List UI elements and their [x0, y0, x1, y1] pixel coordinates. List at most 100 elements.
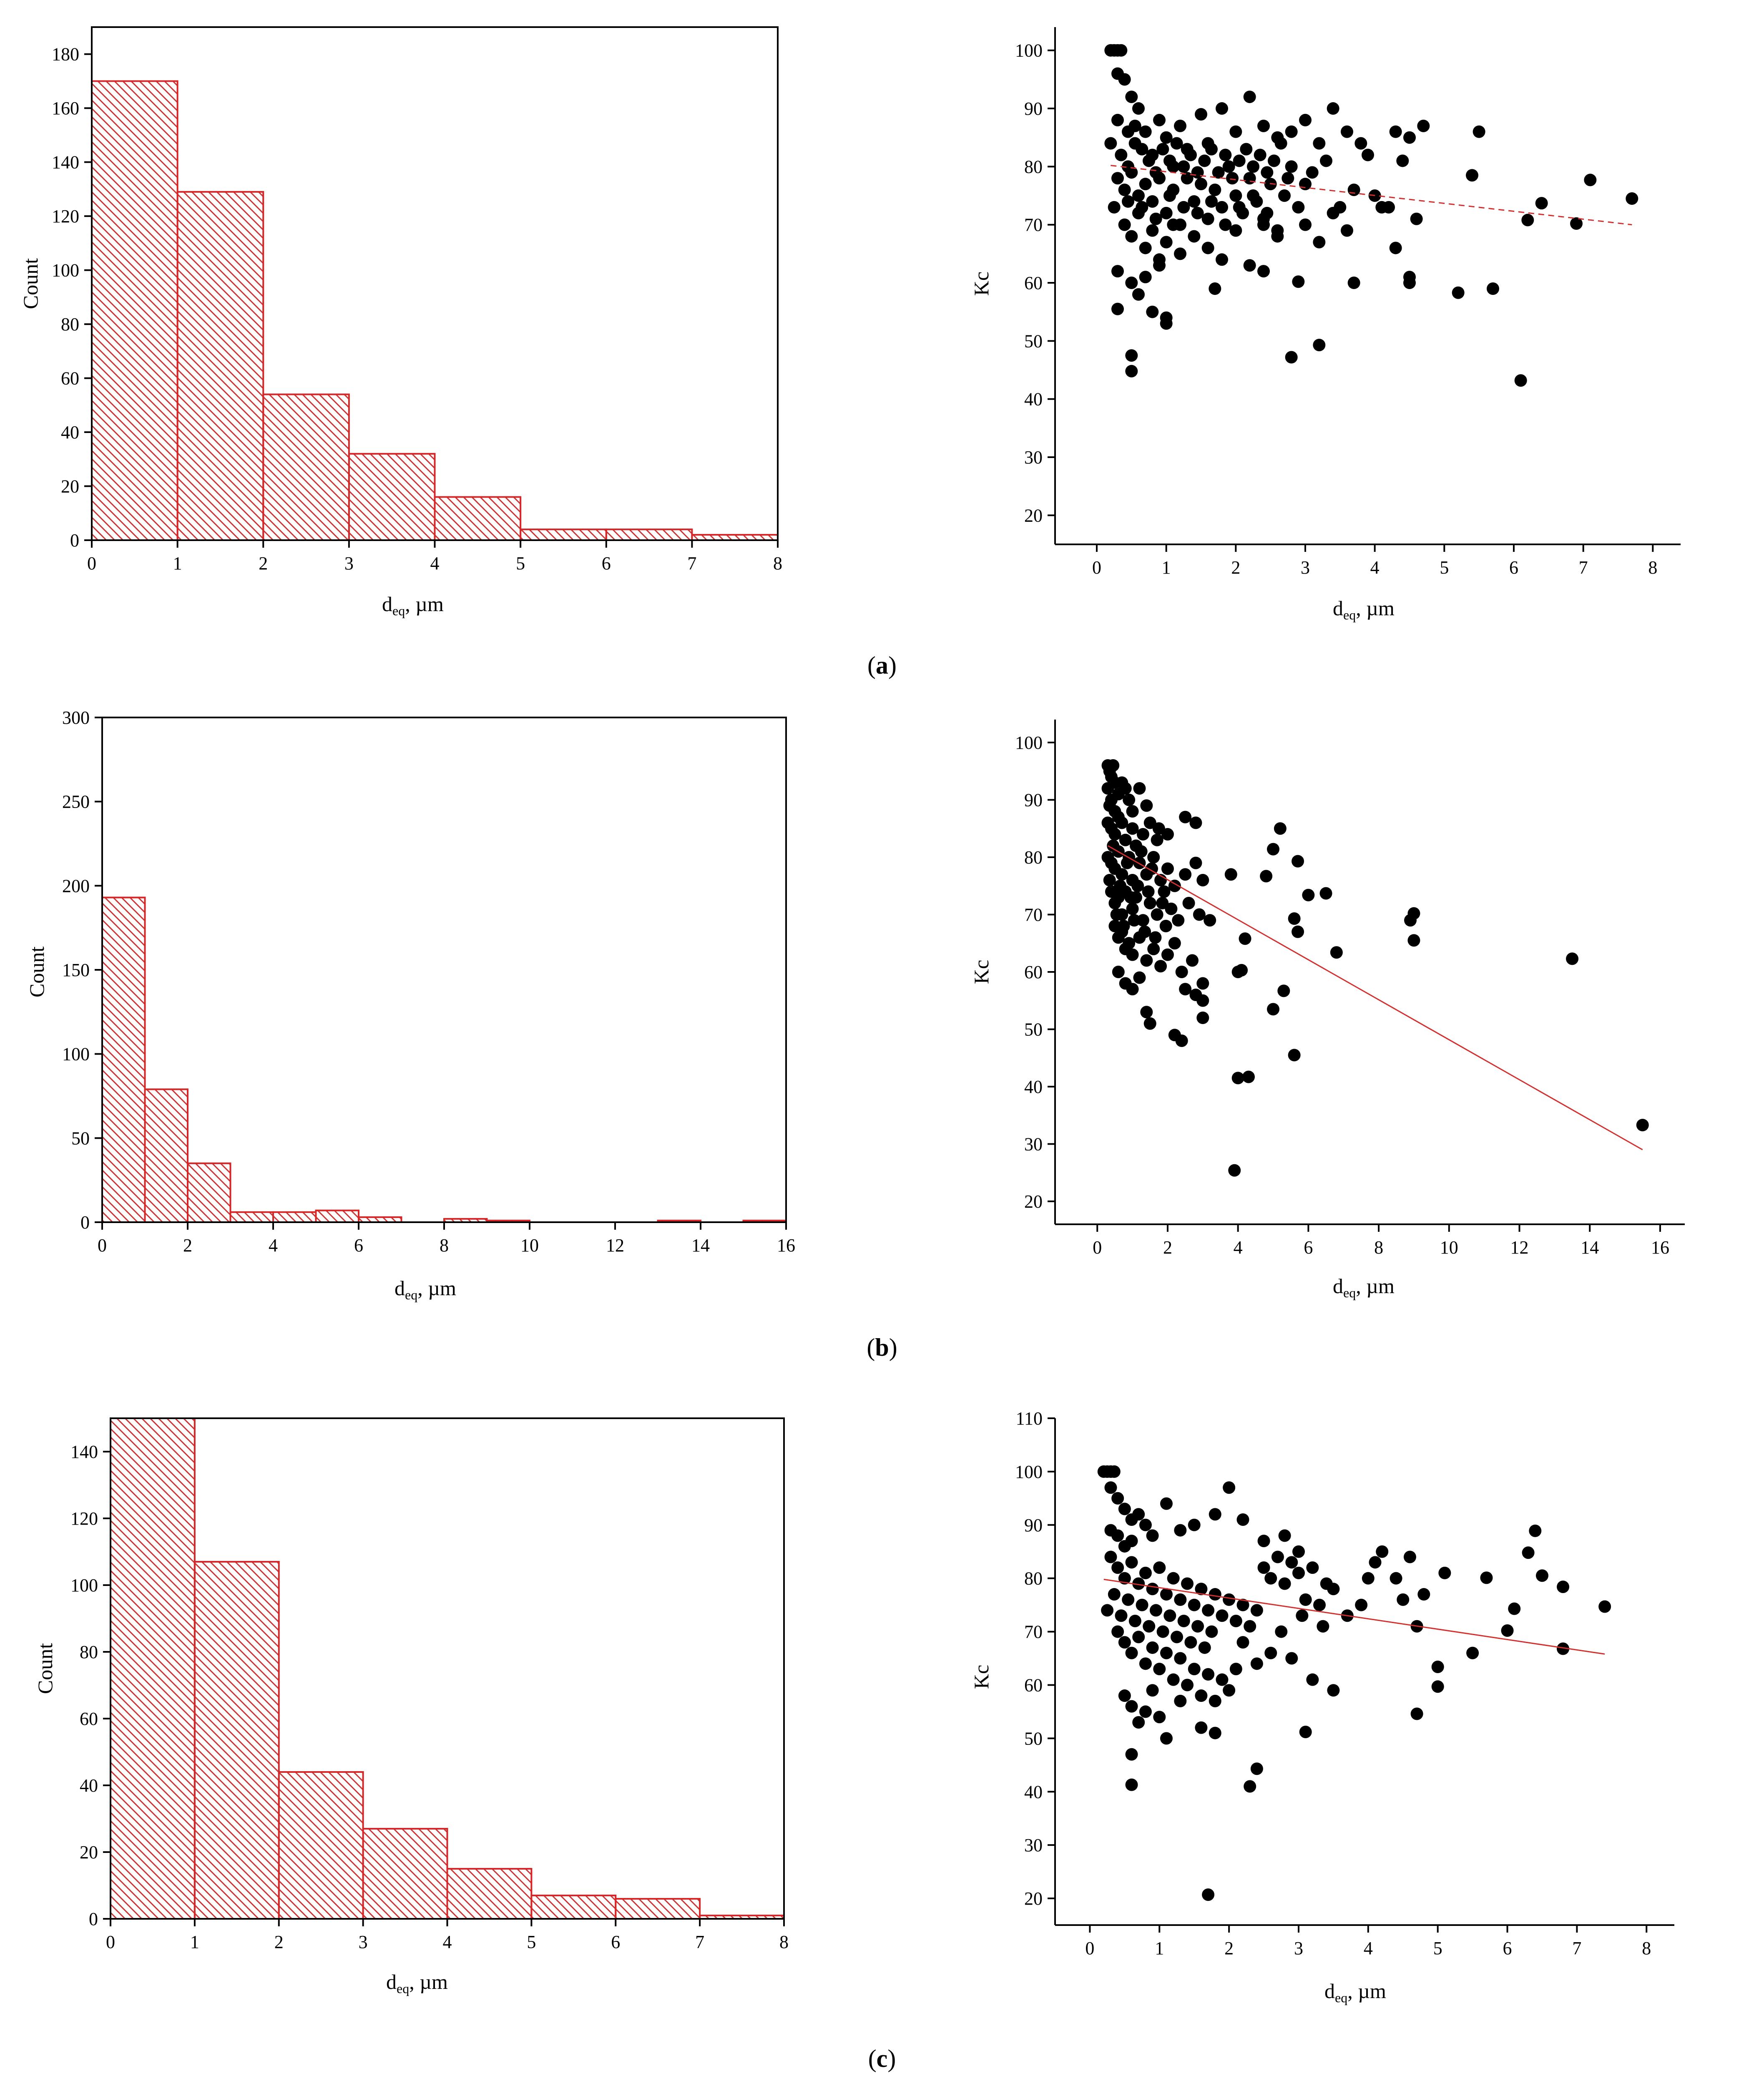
- histogram-b-x-tick-label: 12: [606, 1235, 624, 1256]
- scatter-c-point: [1163, 1609, 1176, 1622]
- scatter-c-point: [1153, 1663, 1166, 1676]
- histogram-b-frame: [101, 717, 787, 1223]
- scatter-b-x-tick-label: 12: [1510, 1237, 1529, 1258]
- scatter-a-point: [1160, 131, 1173, 144]
- histogram-c-x-tick-label: 0: [106, 1932, 115, 1952]
- scatter-c-x-tick-label: 8: [1642, 1938, 1651, 1958]
- scatter-c-x-tick-label: 2: [1224, 1938, 1234, 1958]
- histogram-a-x-tick-label: 3: [344, 553, 354, 574]
- histogram-b-x-tick-label: 4: [269, 1235, 278, 1256]
- scatter-c-y-tick-label: 110: [1016, 1408, 1043, 1429]
- scatter-c-point: [1125, 1748, 1138, 1761]
- scatter-b-y-tick-label: 70: [1024, 905, 1043, 925]
- scatter-a-point: [1125, 365, 1138, 378]
- scatter-c-point: [1132, 1508, 1145, 1521]
- scatter-c-point: [1195, 1689, 1208, 1702]
- scatter-a-point: [1261, 206, 1274, 219]
- scatter-a-ylabel: Kc: [970, 272, 993, 296]
- scatter-c-point: [1146, 1529, 1159, 1542]
- scatter-c-point: [1184, 1636, 1197, 1649]
- histogram-c-x-tick-label: 6: [611, 1932, 620, 1952]
- scatter-c-point: [1181, 1577, 1194, 1590]
- scatter-b-xlabel: deq, µm: [1333, 1274, 1395, 1300]
- histogram-b-bar: [101, 896, 146, 1223]
- scatter-b-point: [1158, 885, 1171, 898]
- scatter-b-point: [1133, 971, 1146, 984]
- scatter-a-point: [1313, 339, 1326, 352]
- scatter-a-point: [1125, 349, 1138, 362]
- scatter-c-point: [1188, 1518, 1201, 1531]
- scatter-c-point: [1264, 1646, 1277, 1659]
- scatter-a-point: [1118, 184, 1131, 196]
- scatter-a-point: [1313, 236, 1326, 249]
- scatter-c-point: [1285, 1556, 1298, 1569]
- scatter-c-x-tick-label: 0: [1085, 1938, 1094, 1958]
- scatter-a-point: [1243, 172, 1256, 185]
- scatter-a-point: [1229, 125, 1242, 138]
- histogram-a-y-tick-label: 20: [61, 476, 79, 497]
- histogram-c-y-tick-label: 20: [80, 1842, 98, 1863]
- scatter-c-point: [1101, 1604, 1114, 1617]
- scatter-c-point: [1125, 1535, 1138, 1548]
- histogram-c-y-tick-label: 80: [80, 1642, 98, 1662]
- scatter-a-point: [1389, 125, 1402, 138]
- scatter-a-point: [1149, 166, 1162, 179]
- scatter-a-point: [1257, 265, 1270, 278]
- scatter-c-point: [1535, 1569, 1548, 1582]
- scatter-c-y-tick-label: 50: [1024, 1728, 1043, 1749]
- scatter-a-point: [1403, 277, 1416, 289]
- scatter-c-x-tick-label: 3: [1294, 1938, 1303, 1958]
- scatter-a-point: [1149, 212, 1162, 225]
- scatter-a-point: [1292, 201, 1305, 214]
- scatter-a-point: [1226, 172, 1239, 185]
- scatter-c-point: [1598, 1600, 1611, 1613]
- scatter-a-point: [1146, 305, 1159, 318]
- scatter-c-point: [1125, 1700, 1138, 1713]
- scatter-c-point: [1125, 1778, 1138, 1791]
- scatter-c-trend-line: [1103, 1578, 1605, 1655]
- scatter-a-point: [1285, 160, 1298, 173]
- scatter-c-point: [1355, 1598, 1368, 1611]
- panel-caption-c: (c): [868, 2045, 896, 2072]
- scatter-b-point: [1116, 816, 1128, 829]
- histogram-a-bar: [91, 80, 178, 541]
- scatter-b-point: [1196, 994, 1209, 1007]
- scatter-a-point: [1125, 277, 1138, 289]
- scatter-b-x-tick-label: 16: [1651, 1237, 1669, 1258]
- scatter-c-point: [1223, 1593, 1236, 1606]
- scatter-a-point: [1584, 174, 1597, 186]
- scatter-a-point: [1278, 189, 1291, 202]
- histogram-a-x-tick-label: 0: [87, 553, 96, 574]
- scatter-b-point: [1143, 897, 1156, 909]
- scatter-a-point: [1229, 224, 1242, 237]
- scatter-a-point: [1198, 154, 1211, 167]
- scatter-b-point: [1172, 914, 1185, 927]
- scatter-a-point: [1299, 113, 1312, 126]
- scatter-a-x-tick-label: 6: [1509, 557, 1518, 578]
- scatter-c-point: [1362, 1572, 1375, 1585]
- scatter-b-point: [1103, 874, 1116, 886]
- scatter-c-point: [1209, 1727, 1221, 1739]
- scatter-a-y-tick-label: 50: [1024, 331, 1043, 351]
- scatter-a-point: [1299, 218, 1312, 231]
- scatter-a-point: [1177, 160, 1190, 173]
- scatter-a-point: [1205, 143, 1218, 156]
- histogram-b-x-tick-label: 6: [354, 1235, 363, 1256]
- scatter-c-point: [1132, 1716, 1145, 1729]
- scatter-a-point: [1136, 201, 1148, 214]
- scatter-a-point: [1209, 184, 1221, 196]
- scatter-a-point: [1257, 119, 1270, 132]
- histogram-c-y-tick-label: 100: [70, 1575, 98, 1596]
- scatter-b-point: [1189, 856, 1202, 869]
- histogram-b: Count deq, µm 0 2 4 6 8 10 12 14 16 0 50 100 150 200 2…: [25, 707, 795, 1302]
- scatter-a-point: [1125, 91, 1138, 103]
- scatter-c-point: [1557, 1581, 1570, 1593]
- scatter-a-point: [1261, 166, 1274, 179]
- scatter-c-point: [1139, 1566, 1152, 1579]
- scatter-a-point: [1128, 119, 1141, 132]
- histogram-c-y-tick-label: 40: [80, 1775, 98, 1796]
- scatter-a-point: [1254, 148, 1266, 161]
- scatter-c-point: [1306, 1673, 1319, 1686]
- scatter-a-point: [1111, 172, 1124, 185]
